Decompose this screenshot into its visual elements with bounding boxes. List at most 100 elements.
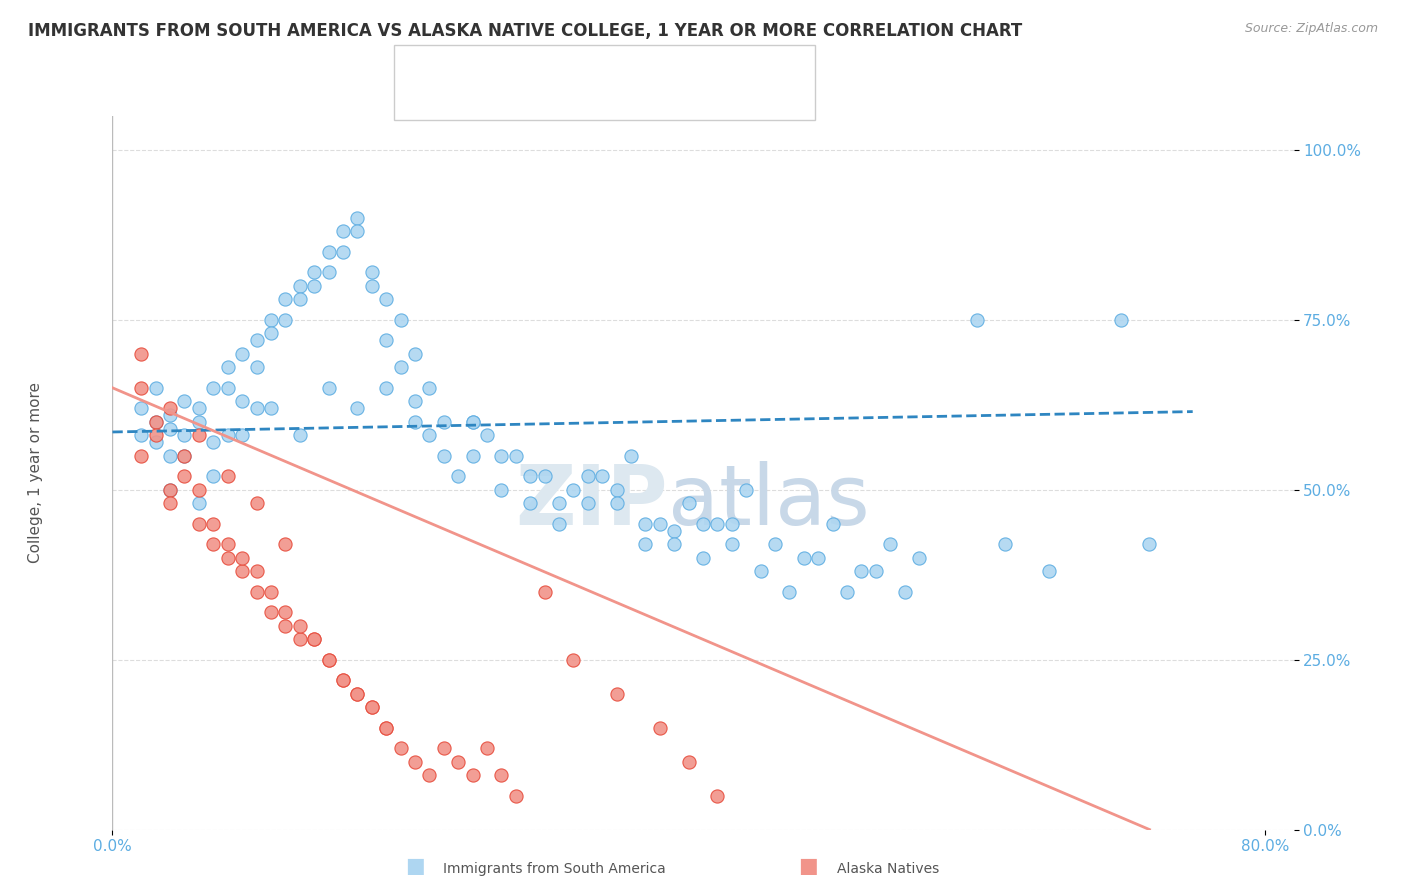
Point [129, 401, 152, 416]
Point [274, 293, 297, 307]
Point [404, 347, 426, 361]
Point [159, 449, 181, 463]
Point [491, 449, 513, 463]
Point [231, 347, 253, 361]
Point [360, 700, 382, 714]
Point [346, 211, 368, 225]
Point [793, 550, 815, 565]
Point [260, 584, 283, 599]
Point [318, 653, 340, 667]
Point [260, 605, 283, 619]
Point [159, 483, 181, 497]
Point [187, 401, 209, 416]
Point [851, 564, 873, 578]
Point [404, 394, 426, 409]
Point [664, 524, 686, 538]
Point [217, 550, 239, 565]
Point [360, 265, 382, 279]
Point [404, 755, 426, 769]
Y-axis label: College, 1 year or more: College, 1 year or more [28, 383, 44, 563]
Point [245, 564, 267, 578]
Point [145, 415, 167, 429]
Point [274, 605, 297, 619]
Point [346, 225, 368, 239]
Point [187, 516, 209, 531]
Point [375, 293, 398, 307]
Point [332, 673, 354, 687]
Point [648, 721, 671, 735]
Point [288, 618, 311, 632]
Point [375, 381, 398, 395]
Point [533, 584, 555, 599]
Point [260, 401, 283, 416]
Point [245, 496, 267, 510]
Point [763, 537, 786, 551]
Point [245, 584, 267, 599]
Point [562, 653, 585, 667]
Point [245, 360, 267, 375]
Point [821, 516, 844, 531]
Point [231, 428, 253, 442]
Point [606, 483, 628, 497]
Point [145, 415, 167, 429]
Point [245, 333, 267, 347]
Point [461, 768, 484, 782]
Point [187, 428, 209, 442]
Point [302, 265, 325, 279]
Text: Alaska Natives: Alaska Natives [837, 862, 939, 876]
FancyBboxPatch shape [406, 87, 449, 112]
Point [893, 584, 915, 599]
Point [346, 401, 368, 416]
Point [274, 618, 297, 632]
Point [187, 483, 209, 497]
Point [129, 381, 152, 395]
Text: ■: ■ [405, 856, 425, 876]
Point [231, 564, 253, 578]
Point [159, 483, 181, 497]
Point [591, 469, 613, 483]
Point [159, 408, 181, 422]
Point [548, 516, 571, 531]
Point [548, 496, 571, 510]
Point [332, 225, 354, 239]
Point [749, 564, 772, 578]
Point [159, 496, 181, 510]
Point [519, 496, 541, 510]
Point [1109, 313, 1132, 327]
Point [778, 584, 800, 599]
Point [332, 244, 354, 259]
Text: R =  0.064   N = 107: R = 0.064 N = 107 [465, 59, 610, 72]
Point [173, 394, 195, 409]
Point [173, 469, 195, 483]
Point [519, 469, 541, 483]
Text: R = -0.577   N =  57: R = -0.577 N = 57 [465, 93, 606, 106]
Point [576, 496, 599, 510]
Point [288, 632, 311, 647]
Point [505, 449, 527, 463]
Point [318, 244, 340, 259]
Point [908, 550, 931, 565]
Point [375, 721, 398, 735]
Point [475, 741, 498, 756]
Point [332, 673, 354, 687]
Point [389, 313, 412, 327]
Point [288, 428, 311, 442]
Point [1139, 537, 1161, 551]
Point [433, 415, 456, 429]
Point [966, 313, 988, 327]
Point [318, 381, 340, 395]
Point [217, 381, 239, 395]
Point [994, 537, 1017, 551]
Point [187, 415, 209, 429]
Text: Source: ZipAtlas.com: Source: ZipAtlas.com [1244, 22, 1378, 36]
Point [447, 469, 470, 483]
Point [447, 755, 470, 769]
Point [145, 435, 167, 450]
Point [245, 401, 267, 416]
Point [274, 537, 297, 551]
Point [260, 313, 283, 327]
Point [360, 700, 382, 714]
Point [318, 265, 340, 279]
Point [173, 449, 195, 463]
Point [274, 313, 297, 327]
